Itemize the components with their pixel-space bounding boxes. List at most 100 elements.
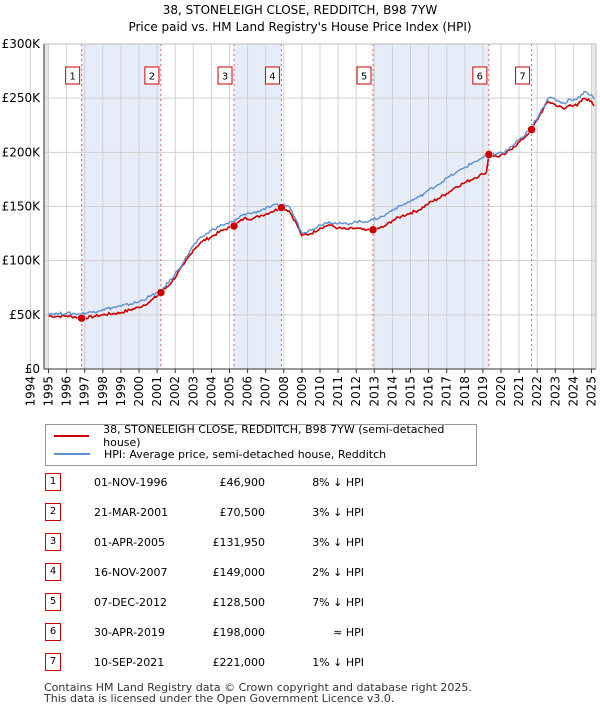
sale-hpi-diff: 7% ↓ HPI	[312, 596, 364, 609]
x-tick-label: 2001	[150, 376, 164, 407]
legend-swatch-hpi	[54, 453, 90, 455]
y-tick-label: £200K	[2, 145, 42, 159]
x-tick-label: 1997	[78, 376, 92, 407]
sale-point-marker	[77, 313, 86, 323]
x-tick-label: 2000	[132, 376, 146, 407]
sale-date: 01-APR-2005	[94, 536, 166, 549]
sale-number-box	[472, 66, 488, 85]
sale-number-box	[515, 66, 531, 85]
x-tick-label: 1995	[42, 376, 56, 407]
sale-point-marker	[277, 203, 286, 212]
sale-number-box	[217, 66, 233, 85]
x-tick-label: 2022	[530, 376, 544, 407]
series-layer	[48, 90, 595, 320]
table-row: 1 01-NOV-1996 £46,900 8% ↓ HPI	[42, 468, 562, 498]
table-row: 2 21-MAR-2001 £70,500 3% ↓ HPI	[42, 498, 562, 528]
x-tick-label: 2011	[331, 376, 345, 407]
sale-date: 16-NOV-2007	[94, 566, 168, 579]
sale-hpi-diff: 3% ↓ HPI	[312, 536, 364, 549]
x-tick-label: 2008	[277, 376, 291, 407]
x-tick-label: 2015	[403, 376, 417, 407]
sale-number-label: 5	[361, 72, 367, 83]
sale-price: £70,500	[219, 506, 266, 519]
x-tick-label: 2012	[349, 376, 363, 407]
sale-point-marker	[156, 288, 166, 297]
table-row: 7 10-SEP-2021 £221,000 1% ↓ HPI	[42, 648, 562, 678]
x-tick-label: 2002	[168, 376, 182, 407]
sale-date: 01-NOV-1996	[94, 476, 168, 489]
x-tick-label: 2003	[186, 376, 200, 407]
x-tick-label: 2021	[512, 376, 526, 407]
x-tick-label: 1999	[114, 376, 128, 407]
sale-hpi-diff: ≈ HPI	[333, 626, 364, 639]
sale-hpi-diff: 8% ↓ HPI	[312, 476, 364, 489]
sale-point-marker	[484, 150, 494, 159]
sale-point-marker	[368, 225, 378, 235]
x-tick-label: 2013	[367, 376, 381, 407]
x-tick-label: 2018	[458, 376, 472, 407]
legend-label-hpi: HPI: Average price, semi-detached house,…	[104, 447, 387, 461]
x-tick-label: 2004	[204, 376, 218, 407]
x-tick-label: 1994	[23, 376, 37, 407]
hpi-line	[48, 90, 595, 316]
y-tick-label: £250K	[2, 91, 42, 105]
x-tick-label: 2016	[422, 376, 436, 407]
x-tick-label: 2023	[548, 376, 562, 407]
table-row: 5 07-DEC-2012 £128,500 7% ↓ HPI	[42, 588, 562, 618]
x-tick-label: 2017	[440, 376, 454, 407]
sale-date: 30-APR-2019	[94, 626, 166, 639]
y-tick-label: £100K	[2, 254, 42, 268]
sale-date: 21-MAR-2001	[94, 506, 169, 519]
sale-number-label: 1	[69, 72, 75, 83]
table-row: 6 30-APR-2019 £198,000 ≈ HPI	[42, 618, 562, 648]
sale-number-badge: 4	[45, 563, 61, 581]
sale-date: 10-SEP-2021	[94, 656, 165, 669]
property-price-line	[48, 97, 595, 320]
sale-number-label: 6	[477, 72, 483, 83]
sale-hpi-diff: 1% ↓ HPI	[312, 656, 364, 669]
marker-layer: 1 2 3 4 5 6 7	[65, 66, 536, 323]
price-chart: 1 2 3 4 5 6 7 £0 £50K £100K £150K £200K £250K £300K 1…	[2, 37, 599, 407]
x-tick-label: 2007	[259, 376, 273, 407]
sale-price: £198,000	[212, 626, 266, 639]
copyright-text: Contains HM Land Registry data © Crown c…	[44, 681, 472, 694]
sale-price: £128,500	[212, 596, 266, 609]
sale-point-marker	[229, 221, 239, 231]
table-row: 4 16-NOV-2007 £149,000 2% ↓ HPI	[42, 558, 562, 588]
y-tick-label: £0	[25, 362, 40, 376]
sale-point-marker	[527, 125, 536, 134]
x-tick-label: 2009	[295, 376, 309, 407]
sale-number-box	[65, 66, 81, 85]
sale-hpi-diff: 2% ↓ HPI	[312, 566, 364, 579]
sale-number-badge: 2	[45, 503, 61, 521]
sale-number-label: 7	[519, 72, 525, 83]
sale-date: 07-DEC-2012	[94, 596, 168, 609]
sale-price: £46,900	[219, 476, 266, 489]
sale-number-box	[264, 66, 280, 85]
x-tick-label: 2025	[584, 376, 598, 407]
sale-number-label: 2	[149, 72, 155, 83]
y-tick-label: £300K	[2, 37, 42, 51]
footer: Contains HM Land Registry data © Crown c…	[44, 682, 472, 704]
legend-item-hpi: HPI: Average price, semi-detached house,…	[54, 446, 386, 462]
axis-layer: £0 £50K £100K £150K £200K £250K £300K 1994 1995 1…	[2, 37, 599, 407]
chart-title: 38, STONELEIGH CLOSE, REDDITCH, B98 7YW	[162, 3, 438, 17]
licence-text: This data is licensed under the Open Gov…	[44, 692, 395, 705]
sale-price: £131,950	[212, 536, 266, 549]
x-tick-label: 2005	[223, 376, 237, 407]
x-tick-label: 2006	[241, 376, 255, 407]
table-row: 3 01-APR-2005 £131,950 3% ↓ HPI	[42, 528, 562, 558]
sale-price: £149,000	[212, 566, 266, 579]
x-tick-label: 2020	[494, 376, 508, 407]
x-tick-label: 2019	[476, 376, 490, 407]
legend-item-property: 38, STONELEIGH CLOSE, REDDITCH, B98 7YW …	[54, 423, 476, 449]
x-tick-label: 1998	[96, 376, 110, 407]
legend-label-property: 38, STONELEIGH CLOSE, REDDITCH, B98 7YW …	[103, 423, 445, 449]
sale-number-box	[144, 66, 160, 85]
sale-number-badge: 5	[45, 593, 61, 611]
sale-number-box	[356, 66, 372, 85]
sale-number-badge: 7	[45, 653, 61, 671]
x-tick-label: 1996	[60, 376, 74, 407]
x-tick-label: 2014	[385, 376, 399, 407]
sale-hpi-diff: 3% ↓ HPI	[312, 506, 364, 519]
